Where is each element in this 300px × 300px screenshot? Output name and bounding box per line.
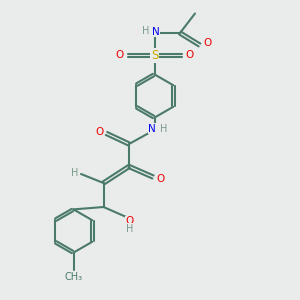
Text: H: H <box>126 224 134 234</box>
Text: H: H <box>142 26 150 36</box>
Text: O: O <box>115 50 123 61</box>
Text: O: O <box>203 38 211 49</box>
Text: O: O <box>186 50 194 61</box>
Text: CH₃: CH₃ <box>64 272 82 282</box>
Text: S: S <box>151 49 158 62</box>
Text: O: O <box>95 127 103 137</box>
Text: H: H <box>160 124 167 134</box>
Text: N: N <box>152 27 160 37</box>
Text: N: N <box>148 124 156 134</box>
Text: O: O <box>126 216 134 226</box>
Text: O: O <box>156 173 165 184</box>
Text: H: H <box>71 167 79 178</box>
